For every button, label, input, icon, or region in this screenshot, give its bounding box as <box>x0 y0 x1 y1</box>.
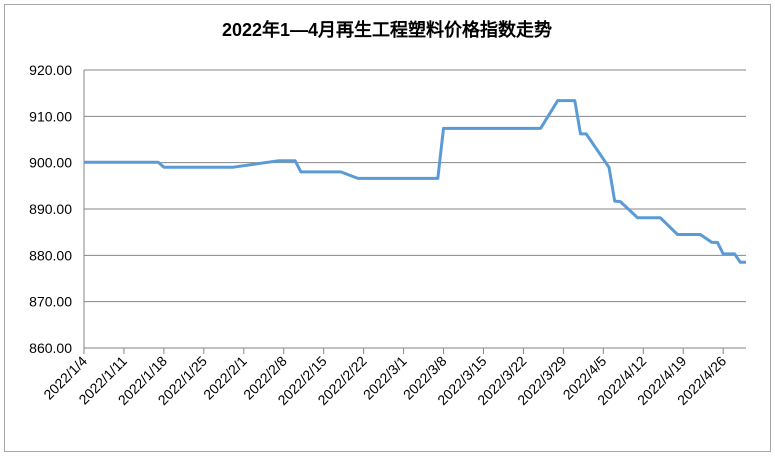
y-tick-label: 860.00 <box>29 340 72 356</box>
y-tick-label: 880.00 <box>29 247 72 263</box>
y-tick-label: 870.00 <box>29 294 72 310</box>
chart-title: 2022年1—4月再生工程塑料价格指数走势 <box>222 19 552 40</box>
data-line <box>84 99 746 264</box>
chart-border <box>4 4 771 452</box>
y-tick-label: 920.00 <box>29 62 72 78</box>
y-tick-label: 890.00 <box>29 201 72 217</box>
y-tick-label: 900.00 <box>29 155 72 171</box>
y-tick-label: 910.00 <box>29 108 72 124</box>
